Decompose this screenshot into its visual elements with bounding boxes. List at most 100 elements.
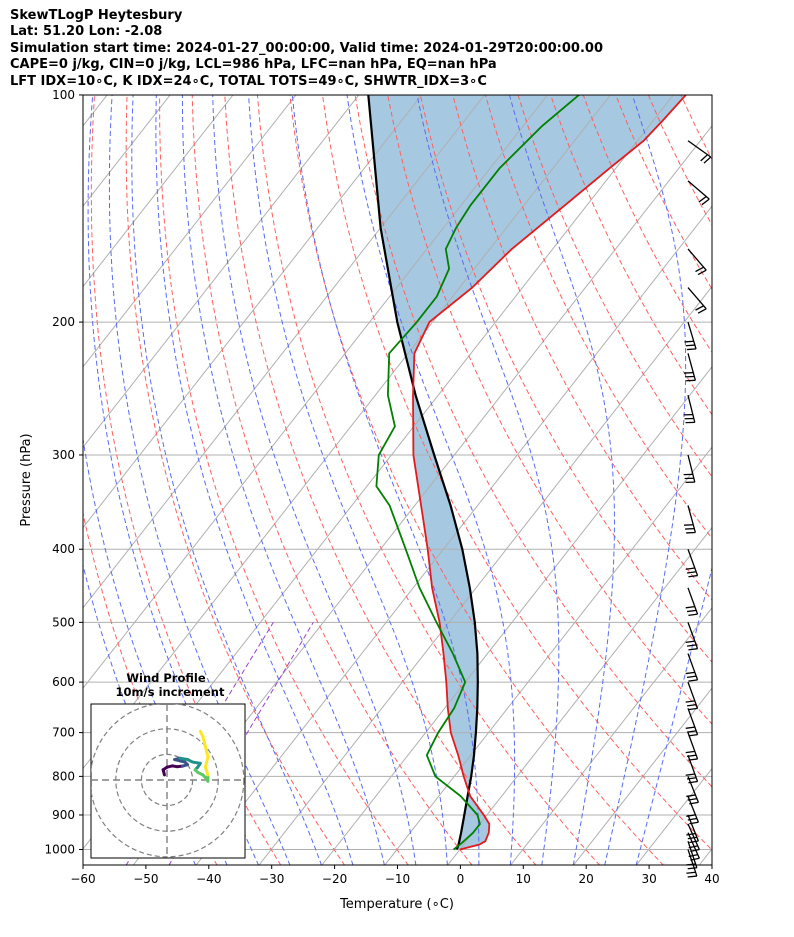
wind-barb-feather: [690, 848, 700, 853]
index-line: LFT IDX=10∘C, K IDX=24∘C, TOTAL TOTS=49∘…: [10, 73, 487, 89]
wind-barb-staff: [687, 353, 696, 381]
wind-profile-inset: Wind Profile 10m/s increment: [90, 671, 246, 859]
inset-title: Wind Profile: [126, 671, 206, 685]
wind-barb-feather: [688, 613, 698, 616]
wind-barb-feather: [688, 780, 698, 784]
y-tick-label: 100: [52, 88, 75, 102]
time-line: Simulation start time: 2024-01-27_00:00:…: [10, 40, 603, 56]
isotherm-gridline: [572, 687, 712, 865]
y-tick-label: 900: [52, 808, 75, 822]
x-tick-label: −20: [322, 872, 347, 886]
isotherm-gridline: [83, 95, 548, 690]
wind-barb-staff: [687, 505, 696, 533]
wind-barb-feather: [685, 726, 695, 729]
dry-adiabat-line: [159, 95, 409, 865]
wind-barb-feather: [700, 154, 708, 162]
wind-barb-staff: [687, 622, 699, 649]
moist-adiabat-line: [131, 95, 322, 865]
wind-barb-feather: [686, 730, 697, 733]
wind-barb-staff: [687, 549, 699, 576]
moist-adiabat-line: [604, 95, 687, 865]
dry-adiabat-line: [224, 95, 537, 865]
dry-adiabat-line: [517, 95, 712, 478]
wind-barb: [687, 140, 712, 164]
wind-barb: [683, 395, 696, 424]
wind-barb-staff: [687, 653, 699, 681]
wind-barb: [685, 549, 699, 578]
isotherm-gridline: [83, 95, 423, 529]
wind-barb: [685, 708, 699, 737]
wind-barb-staff: [687, 849, 698, 877]
wind-barb: [685, 732, 699, 761]
dry-adiabat-line: [387, 95, 712, 725]
wind-barb-staff: [687, 708, 699, 735]
wind-barb-staff: [687, 776, 700, 803]
wind-barb: [687, 287, 707, 314]
wind-barb-feather: [703, 156, 712, 164]
location-line: Lat: 51.20 Lon: -2.08: [10, 24, 163, 40]
wind-barb-feather: [687, 798, 698, 801]
wind-barb-staff: [687, 681, 699, 709]
dry-adiabat-line: [125, 95, 346, 865]
wind-barb-staff: [687, 140, 712, 158]
x-tick-label: −30: [259, 872, 284, 886]
wind-barb-feather: [686, 348, 697, 351]
moist-adiabat-line: [248, 95, 448, 865]
moist-adiabat-line: [108, 95, 291, 865]
temperature-line: [412, 95, 687, 851]
x-tick-label: −40: [196, 872, 221, 886]
isotherm-gridline: [384, 446, 712, 865]
wind-barb: [684, 505, 696, 534]
wind-barb-feather: [688, 845, 698, 849]
y-tick-label: 600: [52, 675, 75, 689]
wind-barb-feather: [686, 644, 697, 647]
chart-header: SkewTLogP Heytesbury Lat: 51.20 Lon: -2.…: [10, 8, 603, 90]
dry-adiabat-line: [354, 95, 712, 788]
wind-barb-feather: [686, 571, 697, 574]
wind-barb: [685, 681, 699, 711]
x-tick-label: 0: [457, 872, 465, 886]
dry-adiabat-line: [289, 95, 664, 865]
hodograph-segment: [203, 745, 210, 759]
wind-barb-feather: [688, 707, 698, 711]
wind-barb: [686, 849, 698, 878]
wind-barb-feather: [686, 832, 696, 836]
wind-barb-feather: [688, 734, 698, 737]
isotherm-gridline: [83, 95, 486, 609]
wind-barb-feather: [686, 814, 696, 817]
wind-barb-feather: [690, 857, 700, 861]
wind-barb-feather: [688, 648, 698, 651]
wind-barb-feather: [686, 794, 696, 798]
wind-barb-feather: [687, 817, 698, 821]
isotherm-gridline: [698, 848, 712, 865]
x-tick-label: 40: [704, 872, 719, 886]
wind-barb: [683, 454, 696, 484]
dewpoint-line: [375, 95, 580, 851]
wind-barb-staff: [687, 587, 699, 615]
x-tick-label: −60: [70, 872, 95, 886]
chart-title: SkewTLogP Heytesbury: [10, 8, 183, 23]
wind-barb-feather: [689, 801, 699, 805]
moist-adiabat-line: [635, 566, 712, 865]
wind-barb-staff: [687, 287, 707, 310]
wind-barb-feather: [698, 196, 707, 203]
wind-barb: [685, 587, 699, 616]
wind-barb: [686, 776, 700, 805]
hodograph-ring: [91, 704, 245, 858]
wind-barb: [686, 796, 700, 825]
x-tick-label: 20: [579, 872, 594, 886]
dry-adiabat-line: [419, 95, 712, 663]
y-tick-label: 500: [52, 615, 75, 629]
y-tick-label: 400: [52, 542, 75, 556]
cin-shaded-area: [368, 95, 686, 850]
x-tick-label: 30: [641, 872, 656, 886]
wind-barb-staff: [687, 832, 700, 859]
moist-adiabat-line: [181, 95, 385, 865]
moist-adiabat-line: [155, 95, 354, 865]
x-tick-label: 10: [516, 872, 531, 886]
wind-barb: [687, 180, 710, 206]
isotherm-gridline: [83, 95, 297, 368]
wind-barb-feather: [697, 308, 707, 314]
wind-barb-feather: [685, 700, 695, 703]
